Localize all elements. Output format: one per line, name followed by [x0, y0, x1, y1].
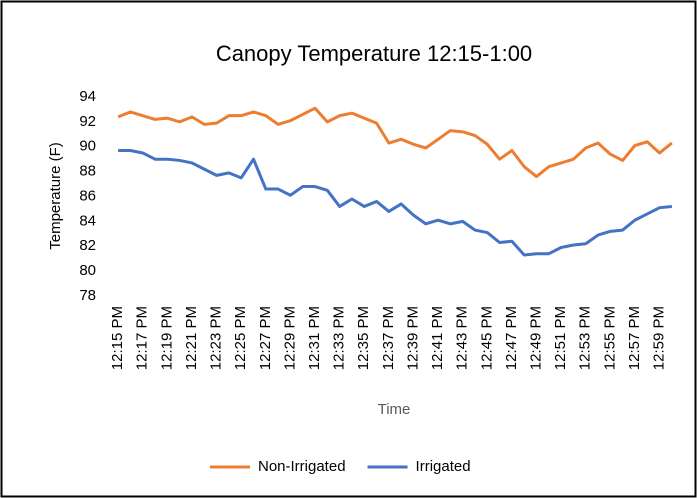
y-tick-label: 78 [79, 287, 96, 304]
x-axis-title: Time [378, 401, 411, 418]
x-tick-label: 12:31 PM [306, 306, 323, 370]
x-tick-label: 12:53 PM [577, 306, 594, 370]
x-tick-label: 12:49 PM [527, 306, 544, 370]
x-tick-label: 12:33 PM [331, 306, 348, 370]
legend-label: Non-Irrigated [258, 458, 346, 475]
legend-label: Irrigated [416, 458, 471, 475]
x-tick-label: 12:55 PM [601, 306, 618, 370]
chart-title: Canopy Temperature 12:15-1:00 [216, 41, 532, 66]
y-tick-label: 94 [79, 88, 96, 105]
x-tick-label: 12:23 PM [208, 306, 225, 370]
x-tick-label: 12:37 PM [380, 306, 397, 370]
y-tick-label: 86 [79, 187, 96, 204]
x-tick-label: 12:39 PM [404, 306, 421, 370]
x-tick-label: 12:45 PM [478, 306, 495, 370]
y-tick-label: 84 [79, 212, 96, 229]
x-tick-label: 12:17 PM [134, 306, 151, 370]
series-line [118, 148, 672, 257]
x-tick-label: 12:43 PM [454, 306, 471, 370]
x-tick-label: 12:21 PM [183, 306, 200, 370]
series-line [117, 106, 673, 179]
x-tick-label: 12:59 PM [651, 306, 668, 370]
x-tick-label: 12:19 PM [158, 306, 175, 370]
x-tick-label: 12:51 PM [552, 306, 569, 370]
y-tick-label: 90 [79, 138, 96, 155]
x-tick-label: 12:29 PM [281, 306, 298, 370]
x-tick-label: 12:27 PM [257, 306, 274, 370]
x-tick-label: 12:47 PM [503, 306, 520, 370]
y-axis-title: Temperature (F) [47, 142, 64, 250]
y-tick-label: 92 [79, 113, 96, 130]
y-tick-label: 82 [79, 237, 96, 254]
x-tick-label: 12:35 PM [355, 306, 372, 370]
y-tick-label: 88 [79, 163, 96, 180]
x-tick-label: 12:15 PM [109, 306, 126, 370]
x-tick-label: 12:25 PM [232, 306, 249, 370]
x-tick-label: 12:41 PM [429, 306, 446, 370]
x-tick-label: 12:57 PM [626, 306, 643, 370]
y-tick-label: 80 [79, 262, 96, 279]
